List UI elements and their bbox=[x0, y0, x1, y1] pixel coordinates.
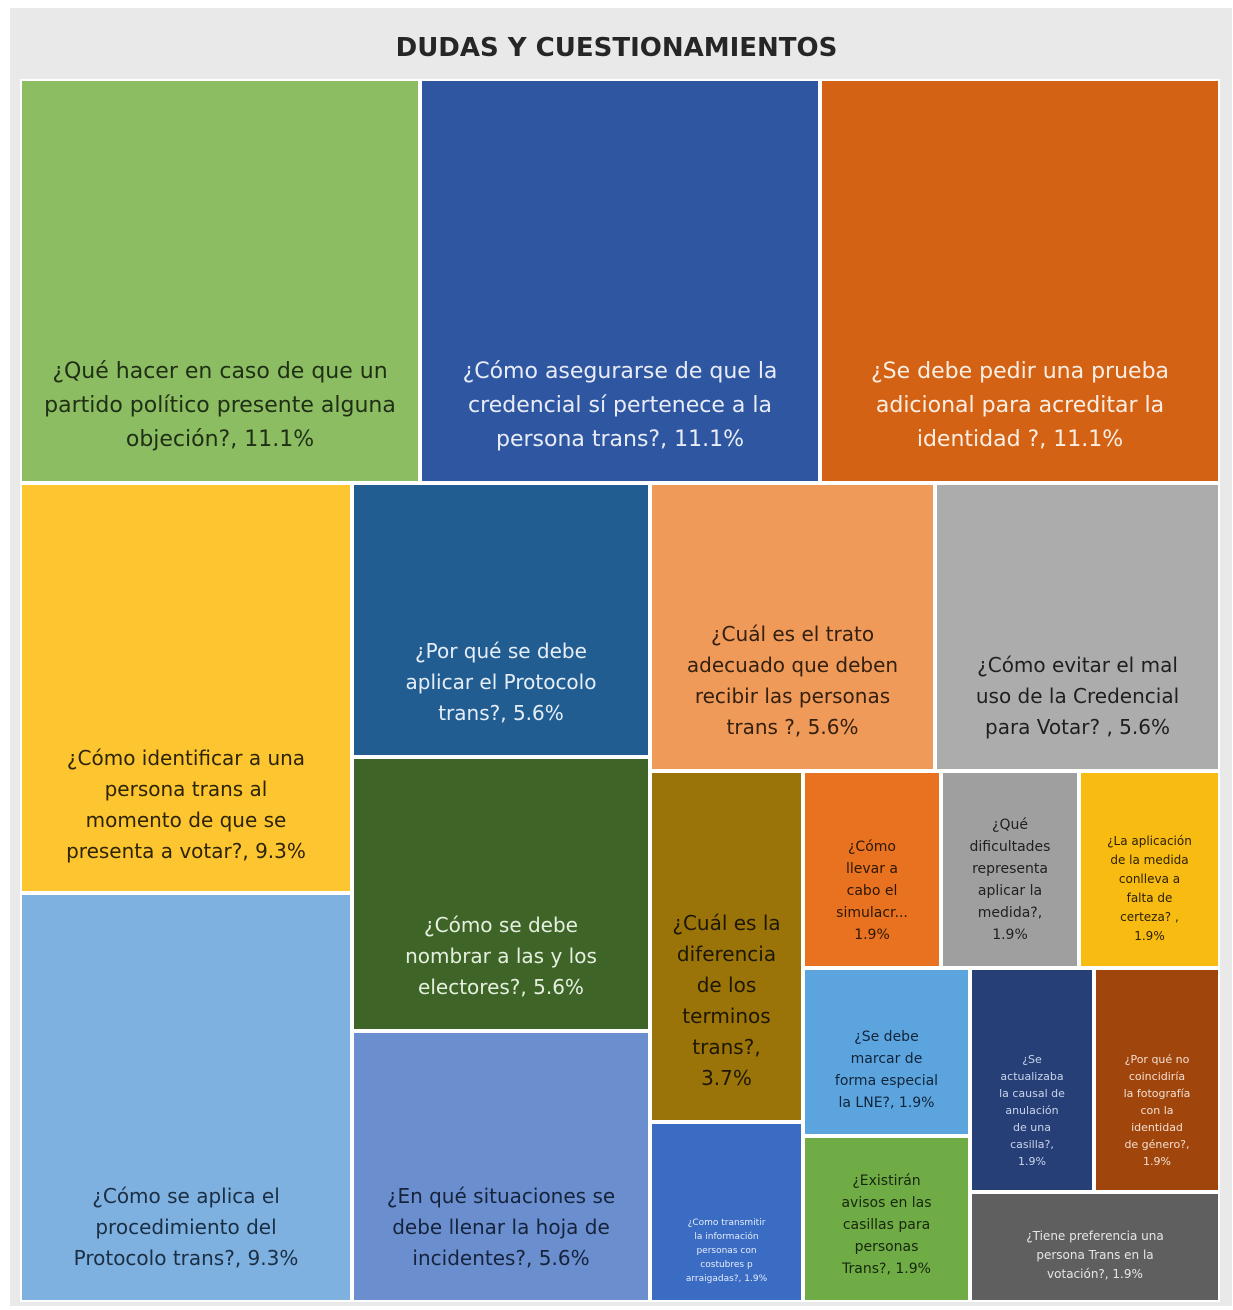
treemap-tile: ¿Cómo asegurarse de que la credencial sí… bbox=[420, 79, 820, 483]
tile-label: ¿Por qué se debe aplicar el Protocolo tr… bbox=[405, 639, 597, 725]
tile-label: ¿Cuál es el trato adecuado que deben rec… bbox=[686, 622, 899, 739]
treemap-tile: ¿Cuál es el trato adecuado que deben rec… bbox=[650, 483, 935, 771]
treemap-tile: ¿Cómo evitar el mal uso de la Credencial… bbox=[935, 483, 1220, 771]
treemap-tile: ¿Se actualizaba la causal de anulación d… bbox=[970, 968, 1094, 1192]
tile-label: ¿La aplicación de la medida conlleva a f… bbox=[1107, 834, 1192, 943]
tile-label: ¿En qué situaciones se debe llenar la ho… bbox=[386, 1184, 616, 1270]
tile-label: ¿Cómo asegurarse de que la credencial sí… bbox=[462, 359, 778, 452]
treemap-tile: ¿Cómo se debe nombrar a las y los electo… bbox=[352, 757, 650, 1031]
treemap-tile: ¿Por qué se debe aplicar el Protocolo tr… bbox=[352, 483, 650, 757]
tile-label: ¿Cuál es la diferencia de los terminos t… bbox=[672, 911, 781, 1090]
tile-label: ¿Se debe pedir una prueba adicional para… bbox=[870, 359, 1170, 452]
treemap-tile: ¿La aplicación de la medida conlleva a f… bbox=[1079, 771, 1220, 968]
treemap-tile: ¿Cómo identificar a una persona trans al… bbox=[20, 483, 352, 893]
tile-label: ¿Por qué no coincidiría la fotografía co… bbox=[1123, 1053, 1191, 1168]
tile-label: ¿Cómo se debe nombrar a las y los electo… bbox=[405, 913, 597, 999]
tile-label: ¿Se actualizaba la causal de anulación d… bbox=[999, 1053, 1065, 1168]
treemap-tile: ¿Cuál es la diferencia de los terminos t… bbox=[650, 771, 803, 1122]
treemap-tile: ¿Se debe pedir una prueba adicional para… bbox=[820, 79, 1220, 483]
tile-label: ¿Cómo evitar el mal uso de la Credencial… bbox=[975, 653, 1180, 739]
tile-label: ¿Cómo identificar a una persona trans al… bbox=[66, 746, 306, 863]
tile-label: ¿Qué hacer en caso de que un partido pol… bbox=[44, 359, 396, 452]
chart-title: DUDAS Y CUESTIONAMIENTOS bbox=[395, 33, 838, 63]
tile-label: ¿Cómo se aplica el procedimiento del Pro… bbox=[73, 1184, 299, 1270]
treemap-tile: ¿Como transmitir la información personas… bbox=[650, 1122, 803, 1302]
treemap-tile: ¿Qué hacer en caso de que un partido pol… bbox=[20, 79, 420, 483]
tile-label: ¿Cómo llevar a cabo el simulacr... 1.9% bbox=[836, 839, 908, 943]
treemap-tile: ¿Se debe marcar de forma especial la LNE… bbox=[803, 968, 970, 1136]
treemap-tile: ¿Cómo llevar a cabo el simulacr... 1.9% bbox=[803, 771, 941, 968]
treemap-tile: ¿Qué dificultades representa aplicar la … bbox=[941, 771, 1079, 968]
treemap-tile: ¿Existirán avisos en las casillas para p… bbox=[803, 1136, 970, 1302]
tile-label: ¿Qué dificultades representa aplicar la … bbox=[969, 817, 1051, 943]
tile-label: ¿Tiene preferencia una persona Trans en … bbox=[1026, 1229, 1164, 1281]
treemap-tile: ¿Por qué no coincidiría la fotografía co… bbox=[1094, 968, 1220, 1192]
tile-label: ¿Como transmitir la información personas… bbox=[685, 1218, 768, 1284]
treemap-tile: ¿Cómo se aplica el procedimiento del Pro… bbox=[20, 893, 352, 1302]
tile-label: ¿Existirán avisos en las casillas para p… bbox=[841, 1173, 932, 1277]
treemap-tile: ¿Tiene preferencia una persona Trans en … bbox=[970, 1192, 1220, 1302]
treemap-tile: ¿En qué situaciones se debe llenar la ho… bbox=[352, 1031, 650, 1302]
tile-label: ¿Se debe marcar de forma especial la LNE… bbox=[834, 1029, 939, 1111]
